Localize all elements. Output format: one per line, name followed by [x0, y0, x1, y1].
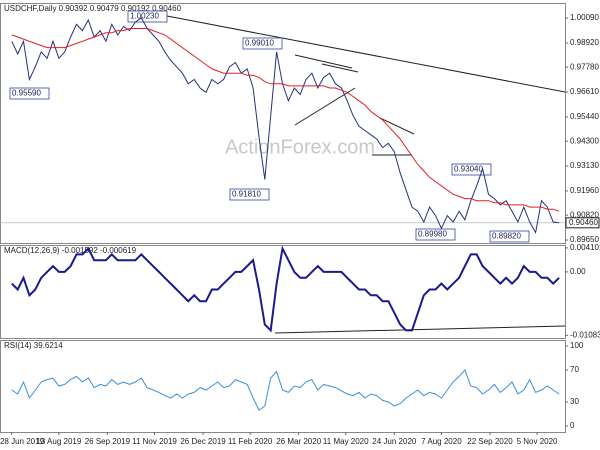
annotation-label: 0.99010: [245, 39, 274, 48]
y-tick-label: 0.96610: [570, 87, 599, 96]
series-line: [11, 245, 560, 333]
annotation-box: [242, 37, 283, 50]
x-tick-label: 7 Aug 2020: [421, 437, 462, 446]
x-tick-label: 11 May 2020: [323, 437, 369, 446]
y-tick-label: 0.00: [570, 267, 586, 276]
annotation-label: 0.95590: [12, 89, 41, 98]
trend-line: [166, 15, 566, 93]
macd-panel-frame: [0, 245, 566, 339]
y-tick-label: 30: [570, 397, 579, 406]
current-price-label: 0.90460: [569, 218, 598, 227]
series-line: [11, 28, 560, 212]
current-price-box: [565, 217, 600, 229]
annotation-box: [127, 10, 168, 23]
x-tick-label: 11 Feb 2020: [228, 437, 273, 446]
annotation-box: [415, 228, 456, 241]
x-tick-label: 26 Sep 2019: [85, 437, 131, 446]
annotation-box: [451, 163, 492, 176]
rsi-panel-frame: [0, 340, 566, 433]
annotation-label: 0.91810: [232, 190, 261, 199]
channel-lines: [372, 117, 415, 156]
x-tick-label: 22 Sep 2020: [467, 437, 513, 446]
y-tick-label: -0.010833: [570, 330, 600, 339]
macd-title: MACD(12,26,9) -0.001592 -0.000619: [4, 246, 137, 255]
y-tick-label: 0.89650: [570, 235, 599, 244]
y-tick-label: 0.98920: [570, 38, 599, 47]
annotation-box: [229, 188, 270, 201]
y-tick-label: 0.94300: [570, 136, 599, 145]
watermark: ActionForex.com: [225, 136, 375, 158]
x-tick-label: 26 Dec 2019: [180, 437, 226, 446]
y-tick-label: 0.97780: [570, 62, 599, 71]
series-line: [11, 369, 560, 411]
rsi-title: RSI(14) 39.6214: [4, 341, 63, 350]
macd-support-line: [274, 325, 566, 334]
chart-title: USDCHF,Daily 0.90392 0.90479 0.90192 0.9…: [4, 4, 182, 13]
y-tick-label: 100: [570, 341, 584, 350]
x-tick-label: 24 Jun 2020: [372, 437, 417, 446]
annotation-box: [489, 230, 530, 243]
annotation-label: 0.93040: [454, 165, 483, 174]
price-panel-frame: [0, 3, 566, 244]
y-tick-label: 0.93130: [570, 161, 599, 170]
y-tick-label: 0: [570, 421, 575, 430]
y-tick-label: 0.91960: [570, 186, 599, 195]
x-tick-label: 5 Nov 2020: [517, 437, 558, 446]
y-tick-label: 0.95440: [570, 112, 599, 121]
annotation-label: 0.89980: [418, 230, 447, 239]
annotation-label: 0.89820: [492, 232, 521, 241]
series-line: [11, 17, 560, 235]
x-tick-label: 26 Mar 2020: [276, 437, 321, 446]
x-tick-label: 13 Aug 2019: [36, 437, 81, 446]
y-tick-label: 70: [570, 365, 579, 374]
x-tick-label: 28 Jun 2019: [0, 437, 45, 446]
triangle-lines: [294, 54, 359, 126]
x-tick-label: 11 Nov 2019: [132, 437, 177, 446]
y-tick-label: 0.004101: [570, 243, 600, 252]
annotation-label: 1.00230: [130, 12, 159, 21]
y-tick-label: 0.90820: [570, 210, 599, 219]
y-tick-label: 1.00090: [570, 13, 599, 22]
annotation-box: [9, 87, 50, 100]
